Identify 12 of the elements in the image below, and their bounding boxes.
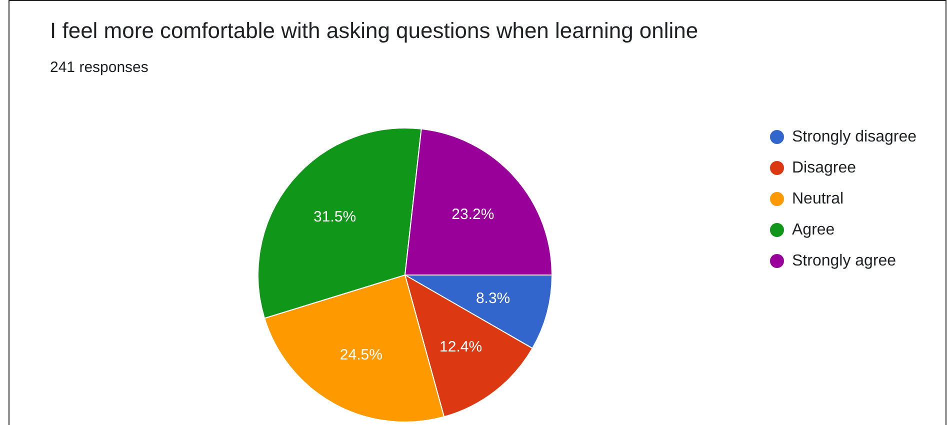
data-label: 8.3% [476, 290, 510, 308]
data-label: 24.5% [340, 346, 382, 364]
data-label: 23.2% [452, 206, 494, 223]
data-label: 12.4% [440, 338, 482, 356]
legend-label: Strongly disagree [792, 128, 917, 146]
legend-label: Agree [792, 222, 835, 238]
data-label: 31.5% [314, 208, 356, 226]
legend-label: Strongly agree [792, 252, 896, 270]
text: 241 responses [50, 59, 148, 76]
chart-title: I feel more comfortable with asking questions when learning online [50, 18, 698, 43]
legend-label: Disagree [792, 160, 856, 176]
legend-label: Neutral [792, 190, 844, 208]
